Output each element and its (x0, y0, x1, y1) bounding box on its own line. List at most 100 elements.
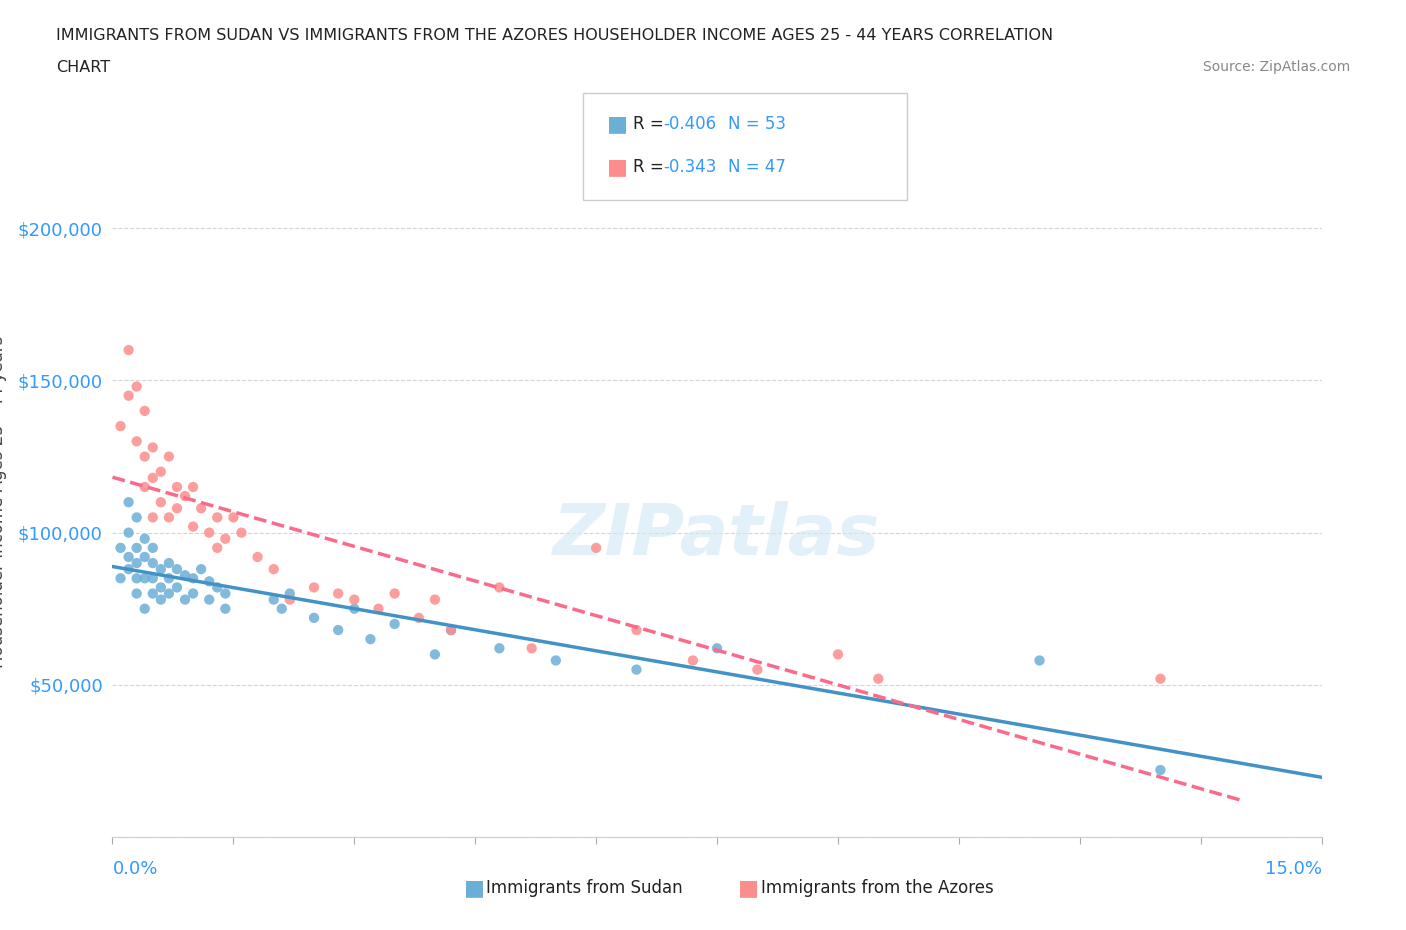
Point (827, 647, 849, 662)
Point (328, 586, 350, 601)
Point (134, 531, 156, 546)
Point (157, 571, 180, 586)
Point (174, 568, 197, 583)
Point (125, 379, 148, 394)
Point (868, 671, 890, 686)
Point (214, 586, 236, 601)
Point (1028, 653, 1050, 668)
Point (198, 574, 221, 589)
Point (117, 495, 139, 510)
Point (343, 602, 366, 617)
Point (278, 592, 301, 607)
Point (263, 562, 285, 577)
Text: N = 53: N = 53 (728, 114, 786, 133)
Point (142, 586, 165, 601)
Point (367, 602, 389, 617)
Point (117, 342, 139, 357)
Point (198, 592, 221, 607)
Point (117, 525, 139, 540)
Text: CHART: CHART (56, 60, 110, 75)
Point (408, 610, 430, 625)
Point (520, 641, 543, 656)
Point (149, 592, 172, 607)
Text: ■: ■ (607, 157, 628, 178)
Point (142, 540, 165, 555)
Point (117, 562, 139, 577)
Point (270, 602, 292, 617)
Point (110, 540, 132, 555)
Text: ■: ■ (464, 878, 485, 898)
Point (166, 562, 188, 577)
Point (149, 580, 172, 595)
Point (488, 641, 510, 656)
Point (166, 480, 188, 495)
Point (157, 555, 180, 570)
Point (682, 653, 704, 668)
Y-axis label: Householder Income Ages 25 - 44 years: Householder Income Ages 25 - 44 years (0, 336, 7, 669)
Point (134, 480, 156, 495)
Point (181, 480, 204, 495)
Point (343, 592, 366, 607)
Point (302, 610, 325, 625)
Point (1149, 671, 1171, 686)
Point (174, 592, 197, 607)
Point (222, 510, 245, 525)
Point (626, 662, 648, 677)
Text: Source: ZipAtlas.com: Source: ZipAtlas.com (1202, 60, 1350, 74)
Text: R =: R = (633, 158, 669, 177)
Point (440, 622, 463, 637)
Point (149, 562, 172, 577)
Point (125, 555, 148, 570)
Point (117, 550, 139, 565)
Point (166, 580, 188, 595)
Point (190, 562, 212, 577)
Point (117, 388, 139, 403)
Point (181, 571, 204, 586)
Point (207, 510, 229, 525)
Point (359, 631, 381, 646)
Point (142, 471, 165, 485)
Point (384, 617, 406, 631)
Text: Immigrants from Sudan: Immigrants from Sudan (486, 879, 683, 897)
Text: -0.406: -0.406 (664, 114, 717, 133)
Point (626, 622, 648, 637)
Point (190, 501, 212, 516)
Point (231, 525, 253, 540)
Point (488, 580, 510, 595)
Point (134, 602, 156, 617)
Point (278, 586, 301, 601)
Text: ■: ■ (607, 113, 628, 134)
Text: N = 47: N = 47 (728, 158, 786, 177)
Point (181, 586, 204, 601)
Point (142, 510, 165, 525)
Point (706, 641, 728, 656)
Point (125, 586, 148, 601)
Text: -0.343: -0.343 (664, 158, 717, 177)
Point (125, 434, 148, 449)
Point (134, 404, 156, 418)
Point (1149, 763, 1171, 777)
Point (142, 440, 165, 455)
Point (214, 531, 236, 546)
Point (110, 571, 132, 586)
Point (125, 540, 148, 555)
Point (440, 622, 463, 637)
Point (157, 510, 180, 525)
Point (157, 449, 180, 464)
Text: ■: ■ (738, 878, 759, 898)
Point (302, 580, 325, 595)
Point (198, 525, 221, 540)
Point (125, 510, 148, 525)
Point (142, 555, 165, 570)
Point (166, 501, 188, 516)
Point (384, 586, 406, 601)
Point (747, 662, 769, 677)
Point (134, 571, 156, 586)
Text: 0.0%: 0.0% (112, 860, 157, 878)
Point (134, 449, 156, 464)
Point (181, 519, 204, 534)
Text: 15.0%: 15.0% (1264, 860, 1322, 878)
Text: R =: R = (633, 114, 669, 133)
Point (263, 592, 285, 607)
Point (207, 540, 229, 555)
